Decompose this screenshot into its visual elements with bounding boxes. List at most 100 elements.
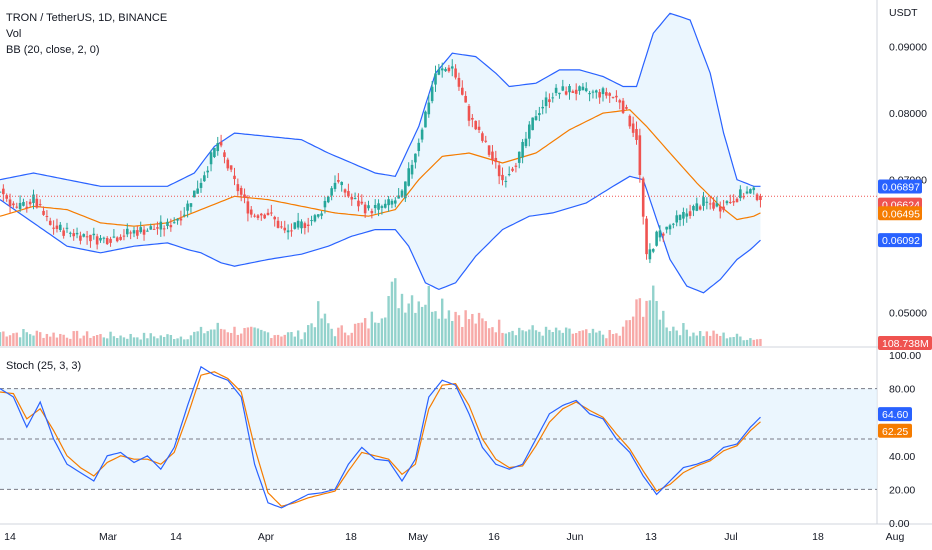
candle-body (5, 195, 8, 199)
volume-bar (353, 323, 357, 346)
candle-body (330, 188, 333, 196)
volume-bar (575, 333, 578, 346)
volume-bar (558, 330, 561, 346)
volume-bar (628, 320, 631, 346)
candle-body (675, 215, 678, 223)
volume-bar (518, 327, 521, 346)
time-tick-label: 18 (812, 531, 824, 543)
volume-bar (276, 334, 280, 346)
price-badge-label: 0.06495 (882, 208, 920, 220)
currency-label: USDT (889, 7, 918, 19)
candle-body (621, 100, 625, 113)
candle-body (179, 218, 183, 221)
candle-body (293, 222, 297, 229)
candle-body (554, 87, 558, 93)
candle-body (595, 90, 598, 93)
volume-bar (374, 322, 377, 346)
volume-bar (447, 310, 451, 346)
candle-body (112, 236, 116, 238)
volume-bar (658, 319, 662, 346)
candle-body (705, 201, 709, 203)
candle-body (290, 230, 293, 232)
volume-bar (745, 339, 749, 346)
candle-body (615, 95, 618, 98)
candle-body (115, 237, 119, 242)
volume-bar (759, 338, 762, 346)
candle-body (742, 196, 745, 198)
candle-body (407, 168, 410, 186)
candle-body (524, 138, 528, 147)
volume-bar (615, 333, 618, 346)
candle-body (467, 106, 471, 121)
candle-body (548, 99, 551, 103)
candle-body (655, 231, 658, 246)
candle-body (651, 249, 655, 252)
volume-bar (42, 337, 45, 346)
time-tick-label: Mar (99, 531, 118, 543)
volume-bar (199, 326, 203, 346)
candle-body (531, 117, 534, 131)
volume-bar (605, 338, 608, 346)
candle-body (323, 200, 327, 208)
volume-bar (286, 332, 290, 346)
volume-bar (497, 319, 501, 346)
volume-bar (698, 331, 702, 346)
candle-body (507, 174, 511, 176)
candle-body (2, 188, 5, 195)
candle-body (206, 170, 209, 173)
volume-bar (487, 328, 491, 346)
volume-bar (692, 332, 695, 346)
candle-body (280, 226, 283, 228)
time-tick-label: May (408, 531, 429, 543)
candle-body (32, 194, 35, 203)
candle-body (38, 204, 42, 206)
volume-bar (59, 333, 62, 346)
candle-body (166, 221, 169, 227)
volume-bar (678, 335, 682, 346)
volume-badge-label: 108.738M (882, 338, 929, 350)
candle-body (688, 211, 692, 216)
volume-bar (611, 334, 615, 346)
candle-body (162, 228, 166, 230)
volume-bar (400, 293, 404, 346)
volume-bar (414, 312, 417, 346)
candle-body (598, 92, 601, 98)
volume-bar (193, 331, 196, 346)
candle-body (538, 113, 541, 116)
candle-body (698, 206, 702, 210)
bollinger-bands (0, 12, 761, 294)
candle-body (447, 67, 451, 72)
volume-bar (149, 333, 152, 346)
candle-body (276, 220, 280, 228)
volume-bar (340, 325, 343, 346)
price-badge (878, 206, 922, 221)
candle-body (638, 135, 642, 175)
volume-bar (122, 337, 126, 346)
candle-body (22, 201, 25, 206)
candle-body (685, 213, 689, 217)
candle-body (337, 180, 340, 182)
candle-body (474, 120, 477, 130)
candle-body (400, 190, 404, 197)
volume-bar (162, 336, 166, 346)
volume-bar (561, 332, 564, 346)
candle-body (427, 102, 431, 115)
time-tick-label: 16 (488, 531, 500, 543)
volume-bar (430, 311, 434, 346)
volume-bar (363, 318, 367, 346)
candle-body (35, 198, 39, 208)
candle-body (223, 152, 226, 157)
volume-bar (142, 332, 146, 346)
candle-body (363, 204, 367, 214)
volume-bar (32, 335, 35, 346)
volume-bar (390, 281, 394, 346)
candle-body (417, 142, 421, 152)
candle-body (528, 124, 531, 139)
volume-bar (85, 331, 89, 346)
time-tick-label: 18 (345, 531, 357, 543)
stoch-d-badge-label: 62.25 (882, 426, 908, 438)
axes: 0.090000.080000.070000.05000USDT0.068970… (4, 7, 932, 543)
volume-bar (380, 318, 384, 346)
volume-bar (645, 300, 648, 346)
